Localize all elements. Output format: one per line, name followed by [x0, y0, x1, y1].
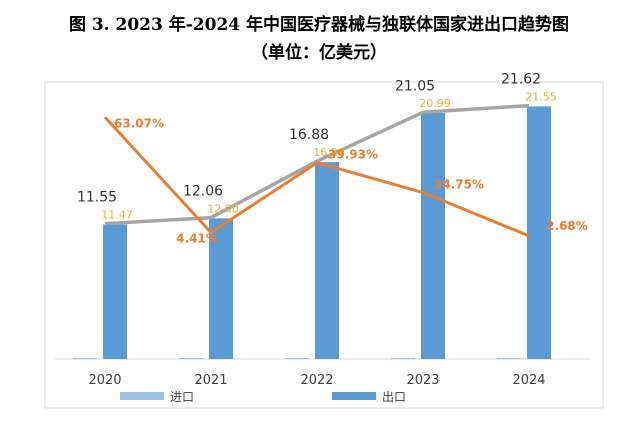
export-value-label: 20.99 — [419, 97, 451, 110]
export-value-label: 16.80 — [313, 146, 345, 159]
total-value-label: 12.06 — [183, 184, 223, 200]
total-value-label: 21.62 — [501, 72, 541, 88]
growth-rate-label: 63.07% — [114, 116, 164, 130]
plot-frame — [44, 81, 604, 409]
bar-export-2020 — [103, 224, 127, 359]
bar-import-2020 — [73, 358, 97, 359]
x-tick-label: 2020 — [88, 373, 121, 388]
growth-rate-label: 4.41% — [176, 231, 218, 245]
legend-label-import: 进口 — [170, 390, 194, 404]
x-tick-label: 2021 — [194, 373, 227, 388]
bar-export-2021 — [209, 218, 233, 359]
total-value-label: 16.88 — [289, 127, 329, 143]
bar-export-2022 — [315, 162, 339, 359]
bar-import-2021 — [179, 358, 203, 359]
growth-rate-label: 24.75% — [434, 178, 484, 192]
legend-label-export: 出口 — [382, 390, 406, 404]
legend-swatch-import — [120, 392, 164, 400]
export-value-label: 12.00 — [207, 202, 239, 215]
legend-swatch-export — [332, 392, 376, 400]
total-value-label: 21.05 — [395, 78, 435, 94]
bar-import-2022 — [285, 358, 309, 359]
export-value-label: 21.55 — [525, 90, 557, 103]
bar-import-2023 — [391, 358, 415, 359]
line-total — [104, 103, 530, 226]
x-tick-label: 2024 — [512, 373, 545, 388]
x-tick-label: 2023 — [406, 373, 439, 388]
bar-import-2024 — [497, 358, 521, 359]
bar-export-2023 — [421, 112, 445, 360]
export-value-label: 11.47 — [101, 209, 133, 222]
growth-rate-label: 39.93% — [328, 148, 378, 162]
x-tick-label: 2022 — [300, 373, 333, 388]
chart-title: 图 3. 2023 年-2024 年中国医疗器械与独联体国家进出口趋势图 — [68, 15, 570, 35]
bar-export-2024 — [527, 106, 551, 360]
line-growth-rate — [103, 116, 530, 238]
total-value-label: 11.55 — [77, 190, 117, 206]
chart-subtitle: （单位：亿美元） — [251, 43, 387, 63]
growth-rate-label: 2.68% — [546, 219, 588, 233]
